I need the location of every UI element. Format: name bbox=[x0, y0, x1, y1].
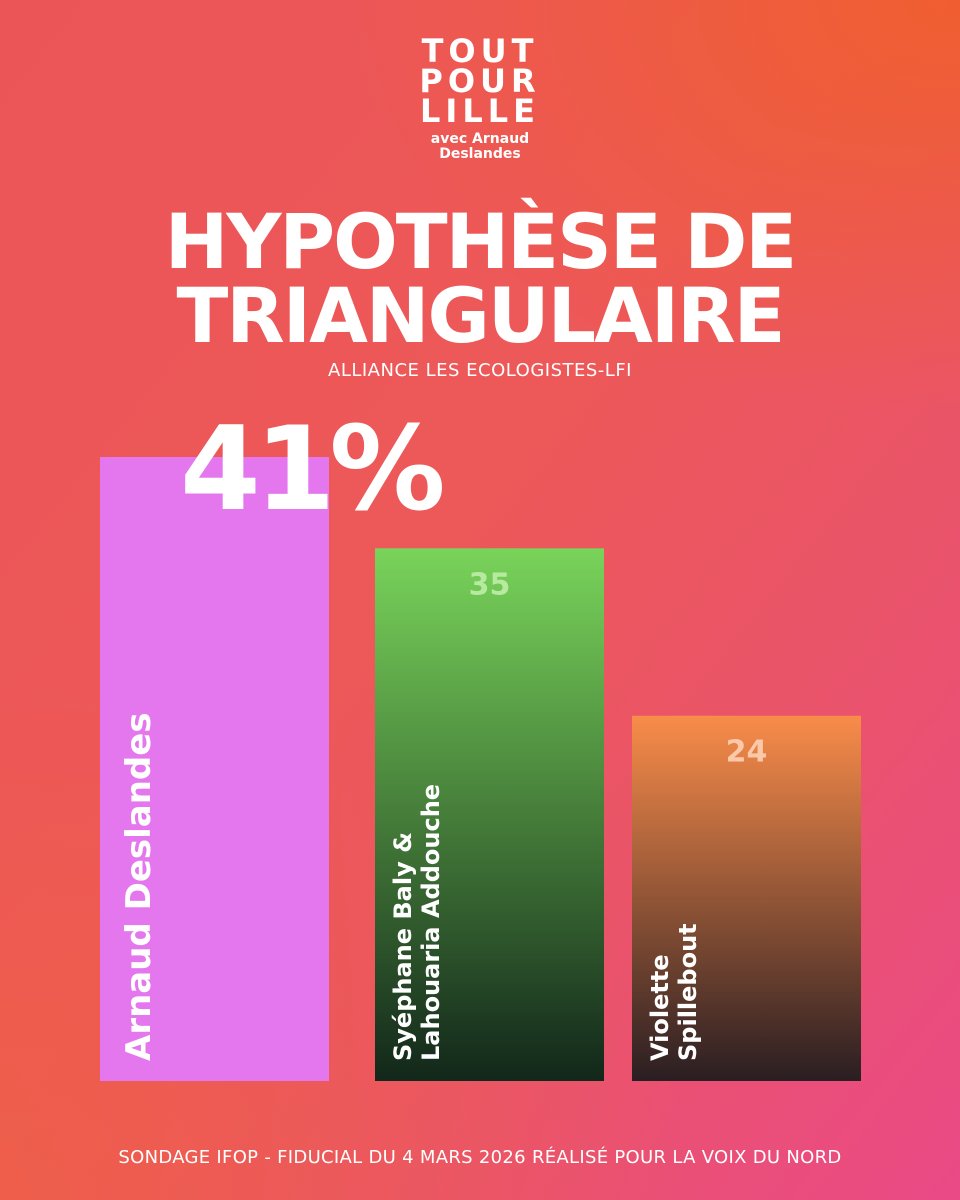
page-subtitle: ALLIANCE LES ECOLOGISTES-LFI bbox=[328, 360, 632, 381]
bar-3 bbox=[632, 715, 861, 1081]
logo-sub-2: Deslandes bbox=[439, 146, 521, 162]
bar-value-label-1: 41% bbox=[180, 402, 446, 537]
campaign-logo: TOUT POUR LILLE avec Arnaud Deslandes bbox=[0, 32, 960, 162]
title-line-2: TRIANGULAIRE bbox=[176, 271, 785, 360]
logo-line-3: LILLE bbox=[420, 92, 540, 130]
logo-line-2: POUR bbox=[419, 62, 541, 100]
bar-value-label-2: 35 bbox=[469, 567, 511, 602]
category-label-3-line-2: Spillebout bbox=[674, 923, 702, 1061]
bar-value-label-3: 24 bbox=[726, 735, 768, 770]
bar-2 bbox=[375, 548, 604, 1081]
source-footer: SONDAGE IFOP - FIDUCIAL DU 4 MARS 2026 R… bbox=[118, 1147, 842, 1168]
logo-line-1: TOUT bbox=[421, 32, 539, 70]
bar-1 bbox=[100, 457, 329, 1081]
title-line-1: HYPOTHÈSE DE bbox=[164, 197, 797, 286]
category-label-2-line-1: Syéphane Baly & bbox=[389, 832, 417, 1061]
logo-sub-1: avec Arnaud bbox=[430, 131, 530, 147]
page-title: HYPOTHÈSE DE TRIANGULAIRE bbox=[0, 197, 960, 360]
category-label-1-line-1: Arnaud Deslandes bbox=[119, 712, 159, 1061]
category-label-3-line-1: Violette bbox=[646, 954, 674, 1061]
category-label-2-line-2: Lahouaria Addouche bbox=[417, 784, 445, 1061]
